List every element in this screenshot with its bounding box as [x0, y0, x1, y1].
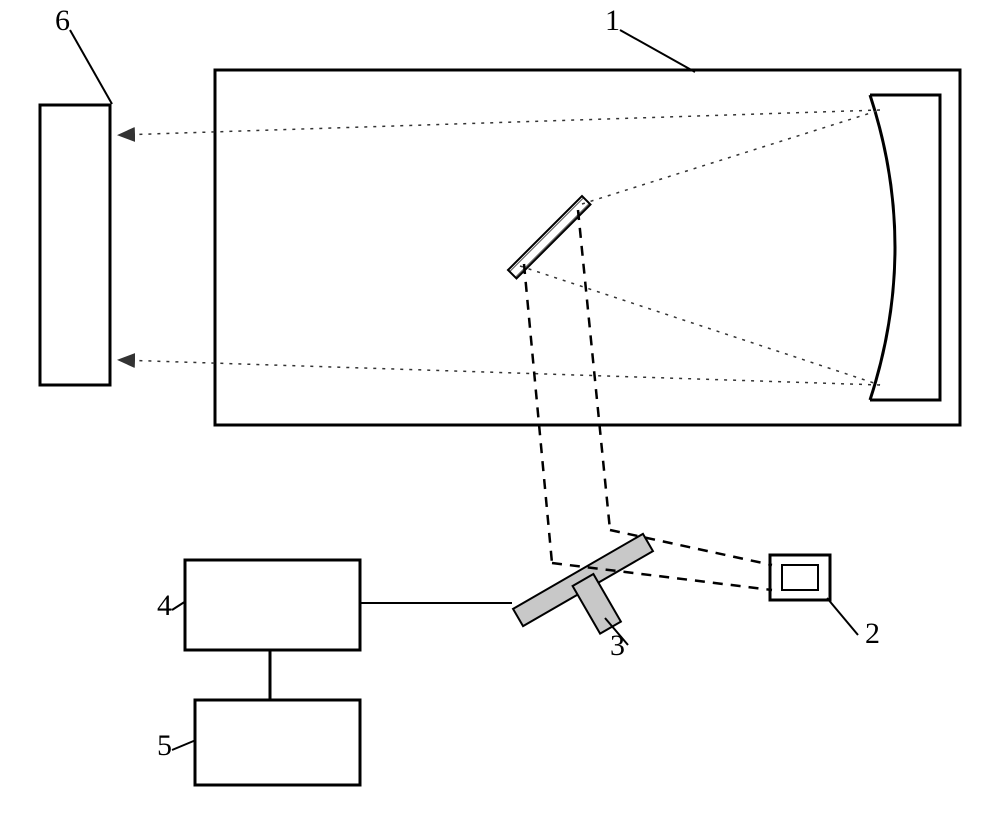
line-leader1 [620, 30, 695, 72]
concave-mirror-frame [870, 95, 940, 400]
label-l5: 5 [157, 729, 172, 762]
label-l6: 6 [55, 4, 70, 37]
component-2-inner [782, 565, 818, 590]
enclosure-box [215, 70, 960, 425]
diagram-svg: 1 2 3 4 5 6 [0, 0, 1000, 818]
beam [120, 360, 880, 385]
output-box [40, 105, 110, 385]
component-5-box [195, 700, 360, 785]
beamsplitter-stem [573, 574, 621, 634]
label-l1: 1 [605, 4, 620, 37]
label-l3: 3 [610, 629, 625, 662]
beam [524, 264, 552, 563]
beam [520, 266, 880, 385]
beam [120, 110, 880, 135]
beam [582, 110, 880, 204]
component-4-box [185, 560, 360, 650]
concave-mirror-surface [870, 95, 895, 400]
beam [578, 210, 610, 530]
line-leader5 [172, 740, 196, 750]
label-l2: 2 [865, 617, 880, 650]
line-leader6 [70, 30, 112, 104]
line-leader2 [827, 598, 858, 635]
label-l4: 4 [157, 589, 172, 622]
